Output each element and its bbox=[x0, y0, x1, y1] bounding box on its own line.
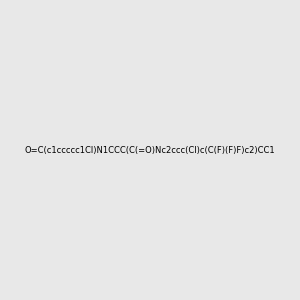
Text: O=C(c1ccccc1Cl)N1CCC(C(=O)Nc2ccc(Cl)c(C(F)(F)F)c2)CC1: O=C(c1ccccc1Cl)N1CCC(C(=O)Nc2ccc(Cl)c(C(… bbox=[25, 146, 275, 154]
